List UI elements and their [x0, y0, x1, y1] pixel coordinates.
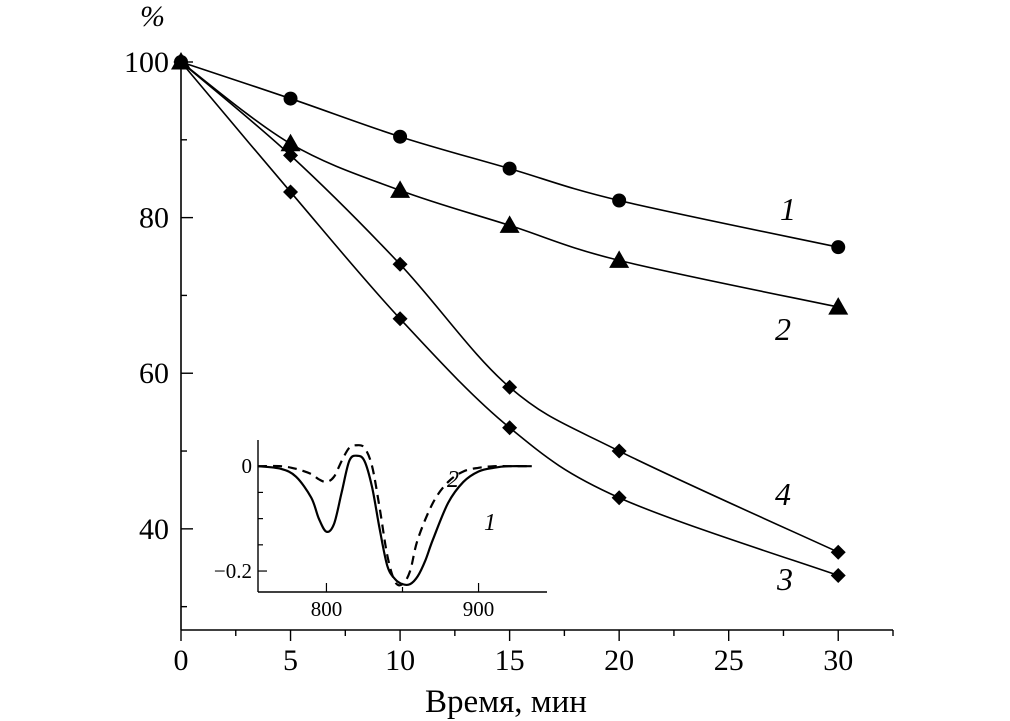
marker-diamond-series-3	[830, 568, 846, 584]
curve-2	[180, 61, 839, 308]
x-tick-label: 30	[823, 644, 853, 677]
marker-diamond-series-3	[502, 420, 518, 436]
marker-triangle-series-2	[828, 297, 849, 315]
inset-curve-2	[257, 444, 532, 587]
y-axis-unit-label: %	[140, 0, 165, 33]
y-tick-label: 100	[124, 46, 169, 79]
x-tick-label: 20	[604, 644, 634, 677]
main-curves	[180, 61, 839, 577]
inset-y-tick-label: −0.2	[214, 559, 252, 583]
x-tick-label: 0	[174, 644, 189, 677]
marker-diamond-series-4	[502, 379, 518, 395]
inset-axes: 800 900 0 −0.2	[214, 440, 547, 621]
x-tick-label: 10	[385, 644, 415, 677]
marker-triangle-series-2	[280, 133, 301, 152]
y-tick-label: 60	[139, 357, 169, 390]
main-markers	[171, 52, 849, 584]
marker-diamond-series-4	[392, 256, 408, 272]
marker-diamond-series-4	[611, 443, 627, 459]
marker-circle-series-1	[502, 161, 517, 176]
x-tick-label: 5	[283, 644, 298, 677]
inset-y-tick-label: 0	[242, 454, 253, 478]
marker-diamond-series-3	[283, 184, 299, 200]
marker-triangle-series-2	[499, 215, 520, 233]
inset-curve-label-2: 2	[447, 467, 459, 493]
x-axis-title: Время, мин	[425, 684, 587, 720]
curve-3	[180, 61, 839, 577]
curve-label-2: 2	[775, 311, 791, 347]
curve-label-4: 4	[775, 476, 791, 512]
x-tick-label: 25	[714, 644, 744, 677]
marker-diamond-series-3	[611, 490, 627, 506]
curve-4	[180, 61, 839, 553]
y-tick-label: 40	[139, 513, 169, 546]
y-tick-label: 80	[139, 202, 169, 235]
marker-triangle-series-2	[609, 250, 630, 268]
inset-curve-label-1: 1	[484, 510, 496, 536]
inset-x-tick-label: 800	[311, 597, 343, 621]
marker-circle-series-1	[831, 240, 846, 255]
marker-diamond-series-4	[830, 544, 846, 560]
inset-curve-1	[257, 454, 532, 587]
marker-triangle-series-2	[390, 180, 411, 198]
marker-circle-series-1	[393, 129, 408, 144]
inset-curves	[257, 444, 532, 587]
marker-diamond-series-4	[173, 54, 189, 70]
marker-diamond-series-3	[392, 311, 408, 327]
marker-circle-series-1	[283, 91, 298, 106]
curve-label-3: 3	[776, 561, 793, 597]
x-tick-label: 15	[495, 644, 525, 677]
curve-label-1: 1	[780, 191, 796, 227]
inset-x-tick-label: 900	[463, 597, 495, 621]
marker-circle-series-1	[612, 193, 627, 208]
marker-diamond-series-4	[283, 147, 299, 163]
